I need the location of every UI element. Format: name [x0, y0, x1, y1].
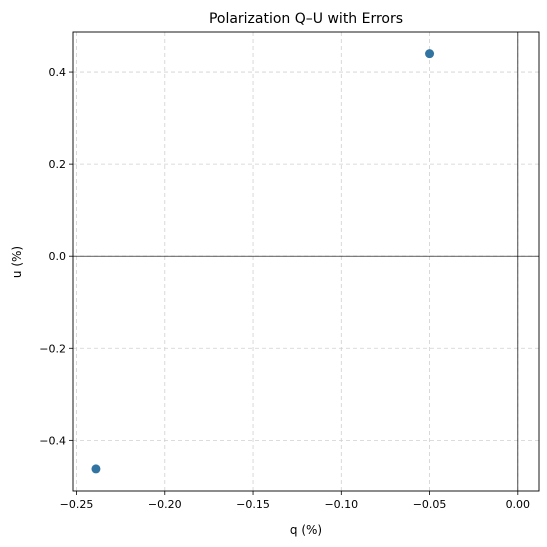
x-axis-label: q (%) [290, 523, 322, 537]
x-tick-label: −0.05 [413, 498, 447, 511]
chart-title: Polarization Q–U with Errors [209, 11, 403, 27]
data-points [91, 49, 435, 474]
x-tick-label: −0.10 [324, 498, 358, 511]
y-axis-label: u (%) [10, 246, 24, 278]
y-tick-label: −0.4 [39, 434, 66, 447]
x-tick-label: −0.15 [236, 498, 270, 511]
data-point [425, 49, 435, 59]
reference-lines [73, 32, 539, 491]
plot-frame [72, 31, 540, 492]
y-axis-ticks: −0.4 −0.2 0.0 0.2 0.4 [39, 66, 73, 447]
x-tick-label: 0.00 [506, 498, 531, 511]
y-tick-label: 0.2 [49, 158, 67, 171]
data-point [91, 464, 101, 474]
x-axis-ticks: −0.25 −0.20 −0.15 −0.10 −0.05 0.00 [60, 491, 530, 511]
y-tick-label: 0.4 [49, 66, 67, 79]
x-tick-label: −0.25 [60, 498, 94, 511]
grid-lines [73, 32, 539, 491]
y-tick-label: 0.0 [49, 250, 67, 263]
y-tick-label: −0.2 [39, 342, 66, 355]
x-tick-label: −0.20 [148, 498, 182, 511]
